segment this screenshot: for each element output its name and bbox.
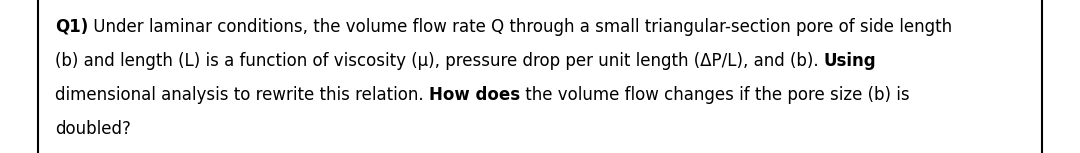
Text: (b) and length (L) is a function of viscosity (μ), pressure drop per unit length: (b) and length (L) is a function of visc…	[55, 52, 824, 70]
Text: dimensional analysis to rewrite this relation.: dimensional analysis to rewrite this rel…	[55, 86, 429, 104]
Text: How does: How does	[429, 86, 519, 104]
Text: Under laminar conditions, the volume flow rate Q through a small triangular-sect: Under laminar conditions, the volume flo…	[89, 18, 953, 36]
Text: Q1): Q1)	[55, 18, 89, 36]
Text: Using: Using	[824, 52, 877, 70]
Text: the volume flow changes if the pore size (b) is: the volume flow changes if the pore size…	[519, 86, 909, 104]
Text: doubled?: doubled?	[55, 120, 131, 138]
